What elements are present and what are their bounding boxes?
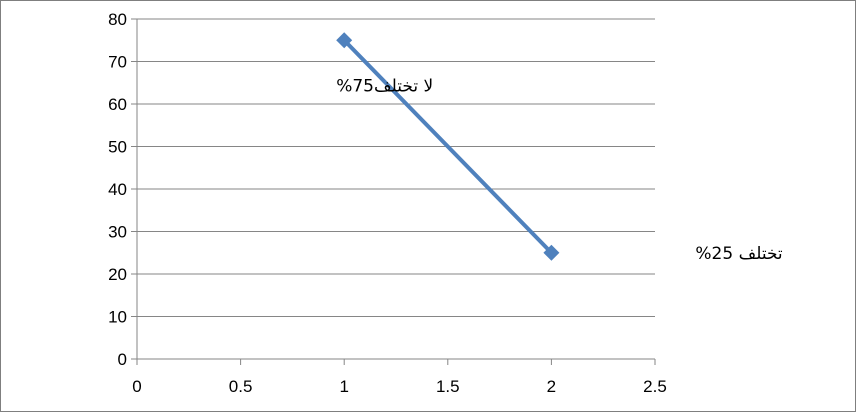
y-tick-label: 80	[108, 10, 127, 29]
x-tick-label: 0	[132, 377, 141, 396]
x-tick-label: 2	[547, 377, 556, 396]
y-tick-label: 20	[108, 265, 127, 284]
y-tick-label: 40	[108, 180, 127, 199]
data-label: لا تختلف75%	[336, 76, 433, 96]
data-point-marker	[336, 32, 353, 49]
y-tick-label: 0	[118, 350, 127, 369]
series-line	[342, 38, 553, 255]
data-label: تختلف 25%	[695, 244, 783, 264]
y-tick-label: 70	[108, 53, 127, 72]
data-point-marker	[543, 244, 560, 261]
x-tick-label: 1.5	[436, 377, 460, 396]
x-tick-label: 2.5	[643, 377, 667, 396]
y-tick-label: 30	[108, 223, 127, 242]
series-layer	[336, 32, 560, 261]
axes: 0 10 20 30 40 50 60 70 80 0 0.5 1 1.5 2 2.5	[108, 10, 667, 396]
gridlines	[137, 18, 655, 317]
y-tick-label: 60	[108, 95, 127, 114]
x-tick-label: 0.5	[229, 377, 253, 396]
x-tick-label: 1	[339, 377, 348, 396]
annotations: لا تختلف75% تختلف 25%	[336, 76, 783, 264]
y-tick-label: 50	[108, 138, 127, 157]
y-tick-label: 10	[108, 308, 127, 327]
